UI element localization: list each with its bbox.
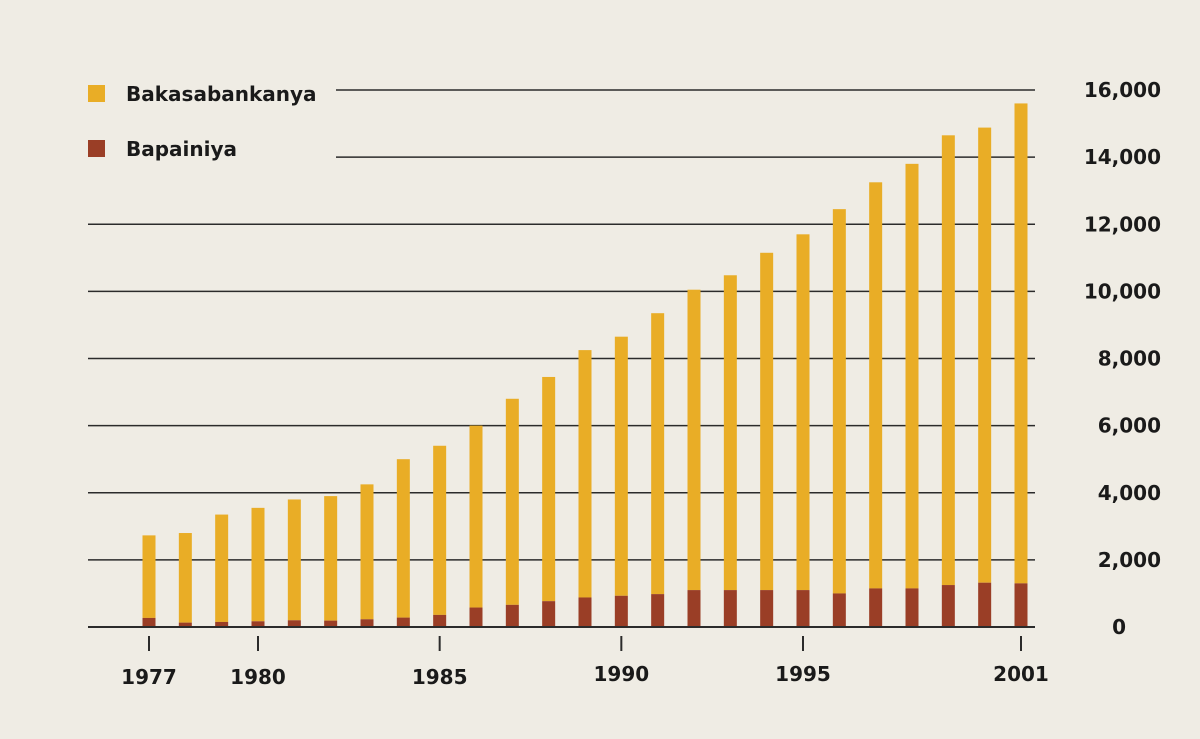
bar-bakasabankanya-1990: [614, 336, 628, 596]
x-tick-label: 1990: [593, 662, 649, 686]
bar-bakasabankanya-1979: [215, 514, 229, 622]
bar-bakasabankanya-1988: [542, 376, 556, 602]
x-tick-label: 1980: [230, 665, 286, 689]
bar-bakasabankanya-1998: [905, 163, 919, 589]
bar-bapainiya-1997: [869, 588, 883, 627]
bar-bapainiya-1977: [142, 617, 156, 627]
bar-bapainiya-1984: [396, 617, 410, 627]
legend-label-bakasabankanya: Bakasabankanya: [126, 82, 317, 106]
bars: [142, 103, 1028, 627]
x-tick-label: 2001: [993, 662, 1049, 686]
bar-bakasabankanya-1993: [723, 275, 737, 591]
bar-bapainiya-1992: [687, 590, 701, 627]
bar-bakasabankanya-1991: [651, 313, 665, 595]
bar-bapainiya-1983: [360, 619, 374, 627]
bar-bapainiya-1994: [760, 590, 774, 627]
bar-bakasabankanya-1999: [941, 135, 955, 586]
bar-bapainiya-1996: [832, 593, 846, 627]
x-tick-label: 1985: [412, 665, 468, 689]
bar-bapainiya-1987: [505, 604, 519, 627]
bar-bapainiya-2001: [1014, 583, 1028, 627]
bar-bapainiya-1990: [614, 595, 628, 627]
bar-bakasabankanya-1997: [869, 182, 883, 589]
bar-bapainiya-1978: [178, 622, 192, 627]
x-axis-labels: 1977 1980 1985 1990 1995 2001: [121, 662, 1049, 689]
bar-bakasabankanya-1982: [324, 496, 338, 621]
y-tick-label: 14,000: [1084, 145, 1161, 169]
bar-bapainiya-1989: [578, 597, 592, 627]
x-axis: [88, 626, 1035, 651]
bar-bapainiya-1999: [941, 585, 955, 627]
legend: Bakasabankanya Bapainiya: [88, 82, 317, 161]
bar-bapainiya-1981: [287, 620, 301, 627]
bar-bakasabankanya-1987: [505, 398, 519, 605]
y-tick-label: 16,000: [1084, 78, 1161, 102]
bar-bakasabankanya-1992: [687, 289, 701, 591]
gridlines: [88, 89, 1035, 561]
y-tick-label: 2,000: [1098, 548, 1161, 572]
bar-bapainiya-1985: [433, 614, 447, 627]
legend-label-bapainiya: Bapainiya: [126, 137, 237, 161]
legend-swatch-bapainiya: [88, 140, 105, 157]
bar-bakasabankanya-1989: [578, 350, 592, 598]
bar-bakasabankanya-1994: [760, 252, 774, 591]
bar-bapainiya-1988: [542, 601, 556, 627]
bar-bakasabankanya-1985: [433, 445, 447, 615]
bar-bapainiya-1995: [796, 590, 810, 627]
bar-bapainiya-1982: [324, 620, 338, 627]
legend-swatch-bakasabankanya: [88, 85, 105, 102]
y-tick-label: 4,000: [1098, 481, 1161, 505]
x-tick-label: 1977: [121, 665, 177, 689]
bar-bapainiya-1986: [469, 607, 483, 627]
y-tick-label: 6,000: [1098, 414, 1161, 438]
bar-bapainiya-2000: [978, 582, 992, 627]
y-axis-labels: 0 2,000 4,000 6,000 8,000 10,000 12,000 14,000 1…: [1084, 78, 1161, 639]
bar-bakasabankanya-1995: [796, 234, 810, 591]
bar-bakasabankanya-1984: [396, 459, 410, 618]
bar-bakasabankanya-1977: [142, 535, 156, 618]
bar-bakasabankanya-2000: [978, 127, 992, 583]
bar-bapainiya-1991: [651, 594, 665, 627]
bar-bapainiya-1979: [215, 621, 229, 627]
y-tick-label: 10,000: [1084, 279, 1161, 303]
bar-bakasabankanya-1983: [360, 484, 374, 620]
x-tick-label: 1995: [775, 662, 831, 686]
y-tick-label: 8,000: [1098, 347, 1161, 371]
y-tick-label: 12,000: [1084, 212, 1161, 236]
bar-bakasabankanya-1978: [178, 533, 192, 623]
bar-bakasabankanya-1980: [251, 507, 265, 622]
bar-bapainiya-1980: [251, 621, 265, 627]
bar-bakasabankanya-1996: [832, 209, 846, 594]
bar-bakasabankanya-1981: [287, 499, 301, 621]
bar-bapainiya-1998: [905, 588, 919, 627]
bar-bapainiya-1993: [723, 590, 737, 627]
y-tick-label: 0: [1112, 615, 1126, 639]
bar-bakasabankanya-2001: [1014, 103, 1028, 584]
bar-bakasabankanya-1986: [469, 425, 483, 608]
